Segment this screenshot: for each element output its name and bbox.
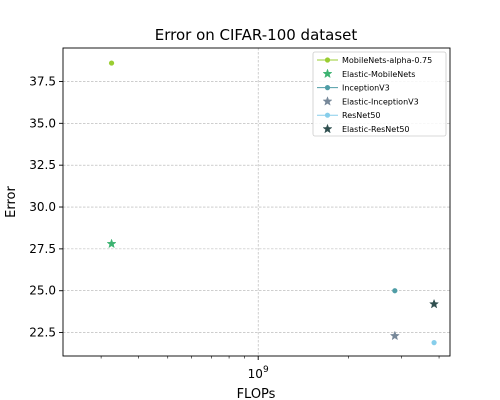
y-tick-label: 30.0 xyxy=(29,200,56,214)
y-tick-label: 22.5 xyxy=(29,326,56,340)
data-point-inceptionv3 xyxy=(392,288,398,294)
data-point-elastic-inceptionv3 xyxy=(389,330,400,341)
data-marks xyxy=(106,60,440,346)
y-tick-label: 25.0 xyxy=(29,284,56,298)
data-point-elastic-mobilenets xyxy=(106,238,117,249)
legend-entry-elastic-mobilenets: Elastic-MobileNets xyxy=(322,68,415,79)
legend-label-elastic-resnet50: Elastic-ResNet50 xyxy=(342,125,410,134)
legend-entry-inceptionv3: InceptionV3 xyxy=(317,84,390,93)
legend-entry-resnet50: ResNet50 xyxy=(317,111,381,120)
legend-marker-elastic-resnet50 xyxy=(322,123,333,134)
legend-marker-elastic-mobilenets xyxy=(322,68,333,79)
y-axis-title: Error xyxy=(4,186,19,218)
data-point-mobilenets-alpha-0-75 xyxy=(108,60,115,66)
legend-marker-inceptionv3 xyxy=(324,85,331,91)
y-tick-label: 27.5 xyxy=(29,242,56,256)
legend-label-inceptionv3: InceptionV3 xyxy=(342,84,390,93)
legend-label-resnet50: ResNet50 xyxy=(342,111,381,120)
legend-label-elastic-inceptionv3: Elastic-InceptionV3 xyxy=(342,97,419,106)
legend-entry-elastic-resnet50: Elastic-ResNet50 xyxy=(322,123,410,134)
legend-marker-elastic-inceptionv3 xyxy=(322,96,333,106)
legend-box xyxy=(312,51,447,137)
legend-marker-mobilenets-alpha-0-75 xyxy=(324,57,331,63)
ticks-layer: 22.5 25.0 27.5 30.0 32.5 35.0 37.5 109 xyxy=(29,74,440,381)
data-point-resnet50 xyxy=(431,340,437,346)
legend-entry-elastic-inceptionv3: Elastic-InceptionV3 xyxy=(322,96,419,106)
data-point-elastic-resnet50 xyxy=(429,298,440,309)
y-tick-label: 37.5 xyxy=(29,74,56,88)
legend-label-mobilenets-alpha-0-75: MobileNets-alpha-0.75 xyxy=(342,56,432,65)
y-tick-label: 35.0 xyxy=(29,116,56,130)
grid-layer xyxy=(63,48,450,356)
x-axis-title: FLOPs xyxy=(237,387,276,400)
x-tick-label: 109 xyxy=(248,365,269,381)
legend: MobileNets-alpha-0.75 Elastic-MobileNets I… xyxy=(312,51,447,137)
y-tick-label: 32.5 xyxy=(29,158,56,172)
chart-title: Error on CIFAR-100 dataset xyxy=(155,26,358,44)
plot-area-frame xyxy=(62,47,451,357)
legend-label-elastic-mobilenets: Elastic-MobileNets xyxy=(342,70,415,79)
legend-entry-mobilenets-alpha-0-75: MobileNets-alpha-0.75 xyxy=(317,56,432,65)
legend-marker-resnet50 xyxy=(324,112,331,118)
